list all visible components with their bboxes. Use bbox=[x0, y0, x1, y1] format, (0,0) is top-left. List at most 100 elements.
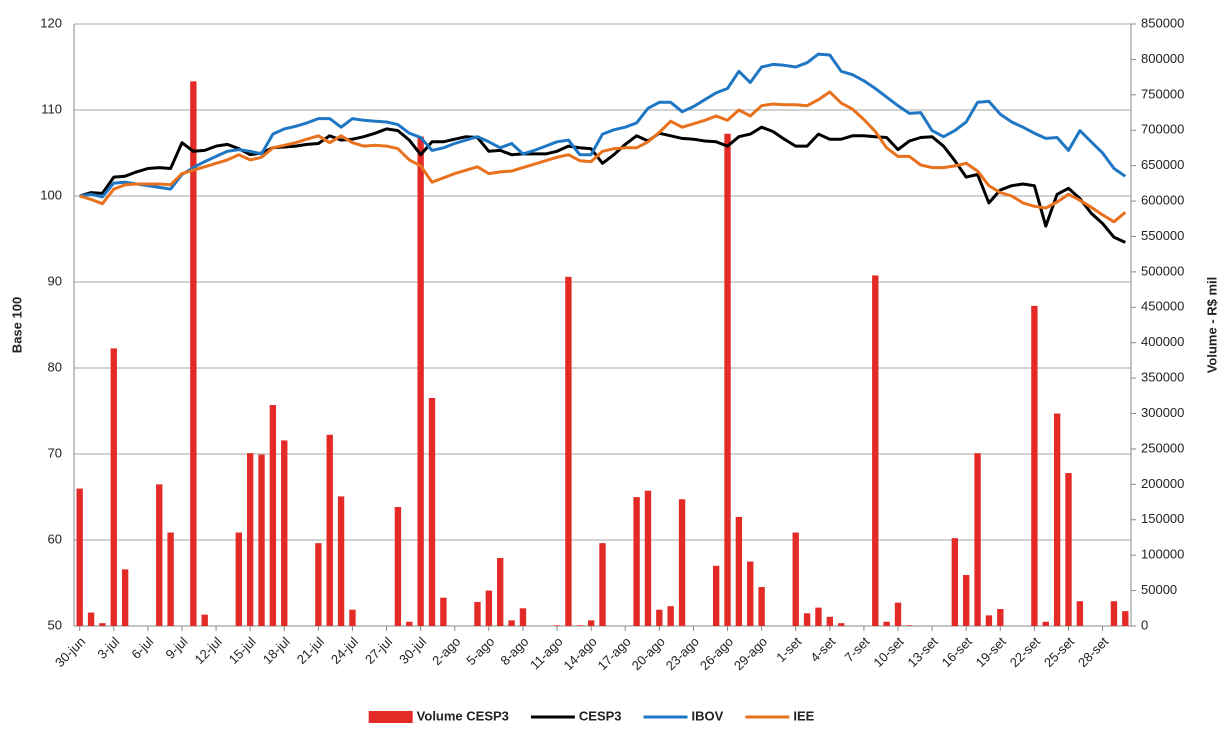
bar bbox=[1110, 601, 1118, 626]
x-tick-label: 7-set bbox=[841, 634, 872, 665]
bar bbox=[678, 499, 686, 626]
x-tick-label: 8-ago bbox=[497, 634, 531, 668]
y-tick-label: 50 bbox=[48, 617, 62, 632]
line bbox=[79, 52, 1127, 199]
y2-tick-label: 150000 bbox=[1141, 511, 1184, 526]
x-tick-label: 26-ago bbox=[697, 634, 736, 673]
bar bbox=[963, 575, 970, 626]
x-tick-label: 19-set bbox=[973, 634, 1009, 670]
x-tick-label: 5-ago bbox=[463, 634, 497, 668]
y2-tick-label: 850000 bbox=[1141, 15, 1184, 30]
bar bbox=[758, 587, 765, 626]
bar bbox=[269, 405, 277, 626]
x-tick-label: 30-jun bbox=[52, 634, 88, 670]
x-tick-label: 23-ago bbox=[663, 634, 702, 673]
bar bbox=[803, 613, 811, 626]
bar bbox=[735, 516, 743, 626]
bar bbox=[315, 543, 322, 626]
y-axis-label: Base 100 bbox=[9, 297, 24, 353]
y2-tick-label: 0 bbox=[1141, 617, 1148, 632]
x-tick-label: 13-set bbox=[904, 634, 940, 670]
bar bbox=[587, 620, 595, 626]
x-tick-label: 25-set bbox=[1041, 634, 1077, 670]
line bbox=[79, 90, 1127, 224]
y2-tick-label: 250000 bbox=[1141, 440, 1184, 455]
y2-tick-label: 550000 bbox=[1141, 228, 1184, 243]
bar bbox=[837, 623, 845, 626]
y2-tick-label: 800000 bbox=[1141, 51, 1184, 66]
bar bbox=[326, 434, 333, 626]
bar bbox=[599, 543, 606, 626]
bar bbox=[985, 615, 993, 626]
y2-tick-label: 100000 bbox=[1141, 547, 1184, 562]
bar bbox=[656, 609, 663, 626]
bar bbox=[815, 607, 822, 626]
bar bbox=[235, 532, 242, 626]
bar bbox=[1122, 611, 1129, 626]
x-tick-label: 29-ago bbox=[731, 634, 770, 673]
x-tick-label: 14-ago bbox=[560, 634, 599, 673]
x-tick-label: 27-jul bbox=[362, 634, 395, 667]
x-tick-label: 24-jul bbox=[328, 634, 361, 667]
bar bbox=[167, 532, 174, 626]
y2-tick-label: 350000 bbox=[1141, 370, 1184, 385]
bar bbox=[1053, 413, 1061, 626]
x-tick-label: 18-jul bbox=[260, 634, 293, 667]
bar bbox=[826, 616, 833, 626]
x-tick-label: 16-set bbox=[939, 634, 975, 670]
y-tick-label: 90 bbox=[48, 273, 62, 288]
bar bbox=[406, 621, 413, 626]
x-tick-label: 22-set bbox=[1007, 634, 1043, 670]
x-tick-label: 12-jul bbox=[192, 634, 225, 667]
bar bbox=[337, 496, 345, 626]
legend-label: IEE bbox=[793, 708, 814, 723]
y2-tick-label: 450000 bbox=[1141, 299, 1184, 314]
bar bbox=[394, 507, 402, 626]
y2-tick-label: 600000 bbox=[1141, 192, 1184, 207]
x-tick-label: 3-jul bbox=[94, 634, 122, 662]
y2-tick-label: 200000 bbox=[1141, 476, 1184, 491]
legend-label: CESP3 bbox=[579, 708, 622, 723]
bar bbox=[349, 609, 356, 626]
bar bbox=[1065, 473, 1072, 626]
bar bbox=[644, 490, 652, 626]
y2-tick-label: 750000 bbox=[1141, 86, 1184, 101]
y2-tick-label: 50000 bbox=[1141, 582, 1177, 597]
x-tick-label: 28-set bbox=[1075, 634, 1111, 670]
x-tick-label: 4-set bbox=[807, 634, 838, 665]
bar bbox=[951, 538, 959, 626]
bar bbox=[519, 608, 527, 626]
bar bbox=[258, 454, 265, 626]
bar bbox=[565, 276, 572, 626]
x-tick-label: 9-jul bbox=[163, 634, 191, 662]
bar bbox=[712, 565, 720, 626]
bar bbox=[1031, 305, 1038, 626]
bar bbox=[417, 136, 424, 626]
y2-tick-label: 700000 bbox=[1141, 122, 1184, 137]
bar bbox=[894, 602, 902, 626]
y-tick-label: 100 bbox=[40, 187, 62, 202]
bar bbox=[974, 453, 981, 626]
bar bbox=[474, 601, 481, 626]
x-tick-label: 10-set bbox=[870, 634, 906, 670]
y2-tick-label: 500000 bbox=[1141, 263, 1184, 278]
bar bbox=[1076, 601, 1084, 626]
y-tick-label: 70 bbox=[48, 445, 62, 460]
bar bbox=[485, 590, 493, 626]
line bbox=[79, 125, 1126, 244]
legend-label: IBOV bbox=[692, 708, 724, 723]
bar bbox=[428, 397, 436, 626]
bar bbox=[190, 81, 197, 626]
bar bbox=[99, 623, 106, 626]
bar bbox=[110, 348, 117, 626]
bar bbox=[667, 606, 674, 626]
bar bbox=[576, 625, 583, 626]
bar bbox=[508, 620, 515, 626]
legend-swatch bbox=[368, 711, 413, 723]
bar bbox=[87, 612, 95, 626]
bar bbox=[281, 440, 288, 626]
x-tick-label: 2-ago bbox=[429, 634, 463, 668]
bar bbox=[553, 625, 561, 626]
y2-axis-label: Volume - R$ mil bbox=[1204, 277, 1219, 374]
